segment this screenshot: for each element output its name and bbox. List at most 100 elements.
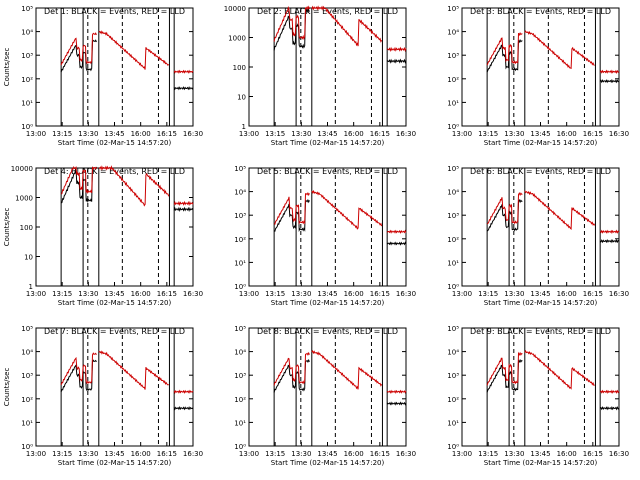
panel-title: Det 1: BLACK = Events, RED = LLD (44, 7, 185, 16)
y-axis-label: Counts/sec (3, 48, 11, 87)
x-tick-label: 16:15 (157, 290, 177, 298)
x-tick-label: 13:30 (78, 450, 98, 458)
x-tick-label: 16:30 (183, 130, 203, 138)
x-tick-label: 13:45 (530, 450, 550, 458)
lld-series-line (60, 30, 194, 74)
x-tick-label: 16:15 (583, 130, 603, 138)
x-tick-label: 16:30 (183, 290, 203, 298)
y-tick-label: 10² (447, 76, 459, 84)
y-tick-label: 10³ (234, 212, 246, 220)
x-tick-label: 16:00 (557, 290, 577, 298)
x-tick-label: 13:00 (239, 130, 259, 138)
lld-series-line (273, 5, 407, 52)
x-tick-label: 16:00 (557, 450, 577, 458)
panel-title: Det 6: BLACK = Events, RED = LLD (470, 167, 611, 176)
y-tick-label: 10⁵ (447, 325, 459, 333)
y-axis-label: Counts/sec (3, 208, 11, 247)
y-tick-label: 10² (447, 236, 459, 244)
x-tick-label: 16:00 (557, 130, 577, 138)
x-tick-label: 13:15 (478, 130, 498, 138)
y-tick-label: 10⁰ (21, 123, 33, 131)
y-tick-label: 100 (233, 64, 246, 72)
panel-title: Det 3: BLACK = Events, RED = LLD (470, 7, 611, 16)
y-tick-label: 10⁴ (447, 349, 459, 357)
y-tick-label: 10³ (447, 52, 459, 60)
panel-title: Det 8: BLACK = Events, RED = LLD (257, 327, 398, 336)
y-tick-label: 10000 (224, 5, 246, 13)
x-tick-label: 16:15 (583, 450, 603, 458)
y-tick-label: 10¹ (234, 259, 246, 267)
y-tick-label: 10⁵ (21, 325, 33, 333)
x-tick-label: 16:30 (396, 450, 416, 458)
x-tick-label: 16:30 (609, 450, 629, 458)
x-tick-label: 13:45 (104, 450, 124, 458)
x-tick-label: 13:30 (291, 290, 311, 298)
x-axis-label: Start Time (02-Mar-15 14:57:20) (58, 299, 172, 307)
detector-panel-1: Det 1: BLACK = Events, RED = LLD 10⁰ 10¹ 10… (3, 5, 203, 147)
x-tick-label: 13:00 (239, 290, 259, 298)
x-tick-label: 13:00 (452, 130, 472, 138)
y-tick-label: 10⁵ (447, 5, 459, 13)
x-tick-label: 16:30 (183, 450, 203, 458)
lld-series-line (273, 349, 407, 394)
x-tick-label: 16:15 (370, 290, 390, 298)
x-axis-label: Start Time (02-Mar-15 14:57:20) (484, 299, 598, 307)
x-tick-label: 13:45 (104, 290, 124, 298)
x-tick-label: 13:15 (265, 450, 285, 458)
x-tick-label: 16:15 (370, 130, 390, 138)
y-tick-label: 10⁴ (21, 29, 33, 37)
y-tick-label: 10⁴ (447, 189, 459, 197)
panel-title: Det 5: BLACK = Events, RED = LLD (257, 167, 398, 176)
y-tick-label: 10¹ (234, 419, 246, 427)
detector-panel-3: Det 3: BLACK = Events, RED = LLD 10⁰ 10¹ 10… (447, 5, 629, 147)
lld-series-line (60, 165, 194, 207)
y-tick-label: 10² (447, 396, 459, 404)
events-series-line (60, 359, 194, 411)
x-tick-label: 13:30 (504, 450, 524, 458)
y-tick-label: 10⁵ (447, 165, 459, 173)
x-tick-label: 13:30 (504, 130, 524, 138)
x-tick-label: 16:30 (609, 130, 629, 138)
x-tick-label: 13:00 (26, 450, 46, 458)
y-tick-label: 10² (234, 396, 246, 404)
y-tick-label: 10 (237, 94, 246, 102)
y-tick-label: 10² (21, 76, 33, 84)
y-tick-label: 1000 (15, 195, 33, 203)
x-tick-label: 13:00 (452, 450, 472, 458)
y-tick-label: 10³ (447, 372, 459, 380)
x-tick-label: 16:00 (131, 450, 151, 458)
x-tick-label: 16:00 (344, 290, 364, 298)
x-tick-label: 13:00 (452, 290, 472, 298)
y-tick-label: 10⁰ (234, 443, 246, 451)
y-axis-label: Counts/sec (3, 368, 11, 407)
x-tick-label: 16:15 (370, 450, 390, 458)
y-tick-label: 1000 (228, 35, 246, 43)
x-axis-label: Start Time (02-Mar-15 14:57:20) (484, 459, 598, 467)
x-axis-label: Start Time (02-Mar-15 14:57:20) (484, 139, 598, 147)
y-tick-label: 10⁴ (21, 349, 33, 357)
y-tick-label: 10³ (447, 212, 459, 220)
x-tick-label: 13:00 (26, 290, 46, 298)
x-tick-label: 16:15 (157, 130, 177, 138)
y-tick-label: 10³ (234, 372, 246, 380)
y-tick-label: 10⁵ (21, 5, 33, 13)
y-tick-label: 10⁰ (447, 123, 459, 131)
y-tick-label: 10⁰ (447, 443, 459, 451)
x-tick-label: 13:45 (530, 290, 550, 298)
y-tick-label: 10⁴ (234, 189, 246, 197)
x-tick-label: 16:15 (583, 290, 603, 298)
y-tick-label: 1 (29, 283, 33, 291)
events-series-line (273, 358, 407, 406)
y-tick-label: 10³ (21, 52, 33, 60)
x-tick-label: 16:30 (396, 130, 416, 138)
y-tick-label: 100 (20, 224, 33, 232)
x-axis-label: Start Time (02-Mar-15 14:57:20) (58, 139, 172, 147)
events-series-line (273, 198, 407, 246)
y-tick-label: 10¹ (21, 99, 33, 107)
y-tick-label: 10² (234, 236, 246, 244)
lld-series-line (486, 190, 620, 235)
events-series-line (486, 358, 620, 411)
y-tick-label: 10¹ (21, 419, 33, 427)
x-tick-label: 13:45 (317, 450, 337, 458)
x-tick-label: 16:00 (131, 290, 151, 298)
